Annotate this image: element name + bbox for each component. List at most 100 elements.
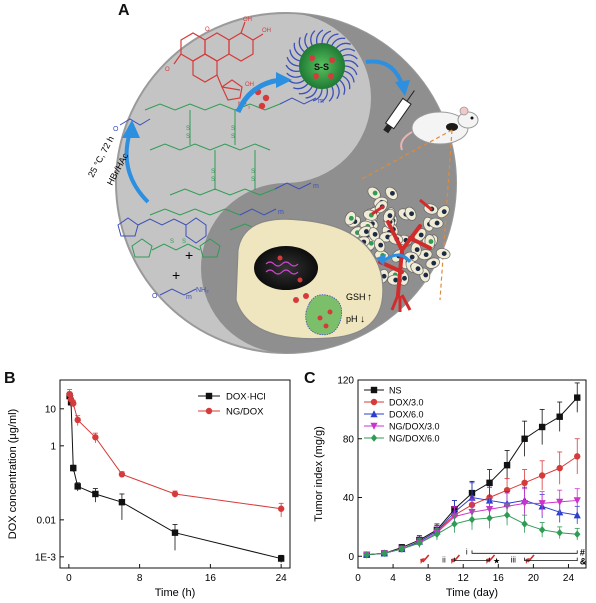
- legend-marker: [370, 398, 378, 406]
- data-point: [556, 464, 563, 472]
- svg-text:O: O: [205, 27, 210, 33]
- svg-text:O: O: [113, 126, 119, 133]
- svg-text:m: m: [186, 294, 192, 301]
- svg-text:S: S: [170, 239, 174, 245]
- svg-text:m: m: [313, 183, 319, 190]
- label-i: i: [466, 547, 468, 556]
- panel-letter-a: A: [118, 2, 130, 19]
- bracket-i: [471, 550, 578, 554]
- data-point: [521, 479, 528, 487]
- polymer-backbone: [144, 103, 281, 231]
- label-hash: #: [580, 547, 585, 557]
- svg-text:S: S: [186, 134, 190, 140]
- legend-marker: [370, 386, 378, 394]
- label-amp: &: [580, 557, 587, 567]
- data-point: [92, 434, 99, 441]
- data-point: [538, 472, 546, 479]
- label-ii: ii: [442, 556, 446, 565]
- x-tick-label: 16: [205, 573, 217, 584]
- data-point: [521, 520, 528, 528]
- panel-letter-b: B: [4, 370, 16, 387]
- legend-marker: [370, 410, 378, 418]
- data-point: [538, 500, 546, 508]
- series-ng-dox: [66, 389, 285, 517]
- data-point: [171, 529, 179, 536]
- x-tick-label: 4: [390, 573, 396, 584]
- data-point: [574, 453, 581, 460]
- legend-label: NG/DOX/6.0: [389, 434, 440, 444]
- y-tick-label: 1: [50, 441, 56, 452]
- x-tick-label: 24: [563, 573, 575, 584]
- svg-text:S: S: [186, 126, 190, 132]
- x-tick-label: 16: [493, 573, 505, 584]
- legend-label: DOX/3.0: [389, 398, 424, 408]
- svg-text:S: S: [182, 239, 186, 245]
- bracket-ii: [454, 557, 490, 562]
- svg-text:S: S: [231, 126, 235, 132]
- y-tick-label: 0: [348, 552, 354, 563]
- mpeg-amine: [159, 288, 197, 296]
- chart-b-pharmacokinetics: 0 8 16 24 1E-3 0.01 1 10 Time (h) DOX concentrati…: [7, 379, 291, 599]
- data-point: [277, 505, 285, 512]
- legend-marker: [370, 434, 378, 442]
- y-tick-label: 10: [45, 404, 57, 415]
- label-iii: iii: [511, 556, 517, 565]
- data-point: [538, 423, 546, 431]
- data-point: [503, 511, 511, 519]
- nh2-subscript: ₂: [248, 104, 251, 110]
- monomer-green: [131, 238, 221, 258]
- data-point: [70, 464, 77, 472]
- data-point: [521, 500, 529, 508]
- svg-text:O: O: [152, 293, 158, 300]
- legend-label: DOX/6.0: [389, 410, 424, 420]
- x-tick-label: 8: [425, 573, 431, 584]
- y-tick-label: 0.01: [37, 515, 57, 526]
- y-tick-label: 40: [343, 493, 355, 504]
- series-dox-hcl: [66, 391, 285, 563]
- legend-marker: [370, 422, 378, 430]
- x-axis-label: Time (h): [155, 587, 196, 599]
- y-tick-label: 1E-3: [35, 552, 57, 563]
- label-star: ★: [493, 557, 500, 566]
- chart-c-tumor-index: 0 4 8 12 16 20 24 0 40 80 120 Time (day) Tumor index…: [313, 376, 587, 600]
- legend-label: NS: [389, 386, 402, 396]
- svg-text:S: S: [211, 169, 215, 175]
- data-point: [277, 555, 285, 562]
- legend-marker: [205, 407, 213, 415]
- svg-text:m: m: [278, 209, 284, 216]
- data-point: [573, 511, 581, 519]
- svg-text:S: S: [231, 134, 235, 140]
- peg-chains: [119, 97, 317, 216]
- data-point: [171, 490, 179, 498]
- svg-text:O: O: [165, 67, 170, 73]
- svg-text:OH: OH: [245, 82, 254, 88]
- data-point: [556, 528, 563, 537]
- plot-frame: [59, 379, 291, 569]
- panel-letter-c: C: [304, 370, 316, 387]
- y-tick-label: 80: [343, 434, 355, 445]
- data-point: [92, 490, 99, 498]
- x-axis-label: Time (day): [446, 587, 498, 599]
- data-point: [74, 483, 81, 490]
- syringe-icon: [383, 90, 415, 134]
- data-point: [556, 413, 563, 420]
- legend-label: NG/DOX: [226, 407, 264, 418]
- svg-text:S: S: [251, 177, 255, 183]
- reaction-arrow: [124, 131, 150, 204]
- ph-label: pH: [346, 314, 358, 324]
- data-point: [118, 471, 126, 478]
- data-point: [521, 435, 528, 442]
- data-point: [556, 498, 564, 506]
- plus-sign-1: +: [185, 247, 193, 263]
- x-tick-label: 24: [276, 573, 288, 584]
- x-tick-label: 12: [458, 573, 470, 584]
- data-point: [486, 479, 493, 487]
- data-point: [573, 497, 581, 505]
- svg-text:OH: OH: [243, 17, 252, 23]
- mouse-icon: [400, 106, 479, 151]
- svg-text:NH₂: NH₂: [196, 287, 209, 294]
- injection-arrow: [365, 59, 404, 85]
- x-tick-label: 0: [355, 573, 361, 584]
- x-tick-label: 0: [66, 573, 72, 584]
